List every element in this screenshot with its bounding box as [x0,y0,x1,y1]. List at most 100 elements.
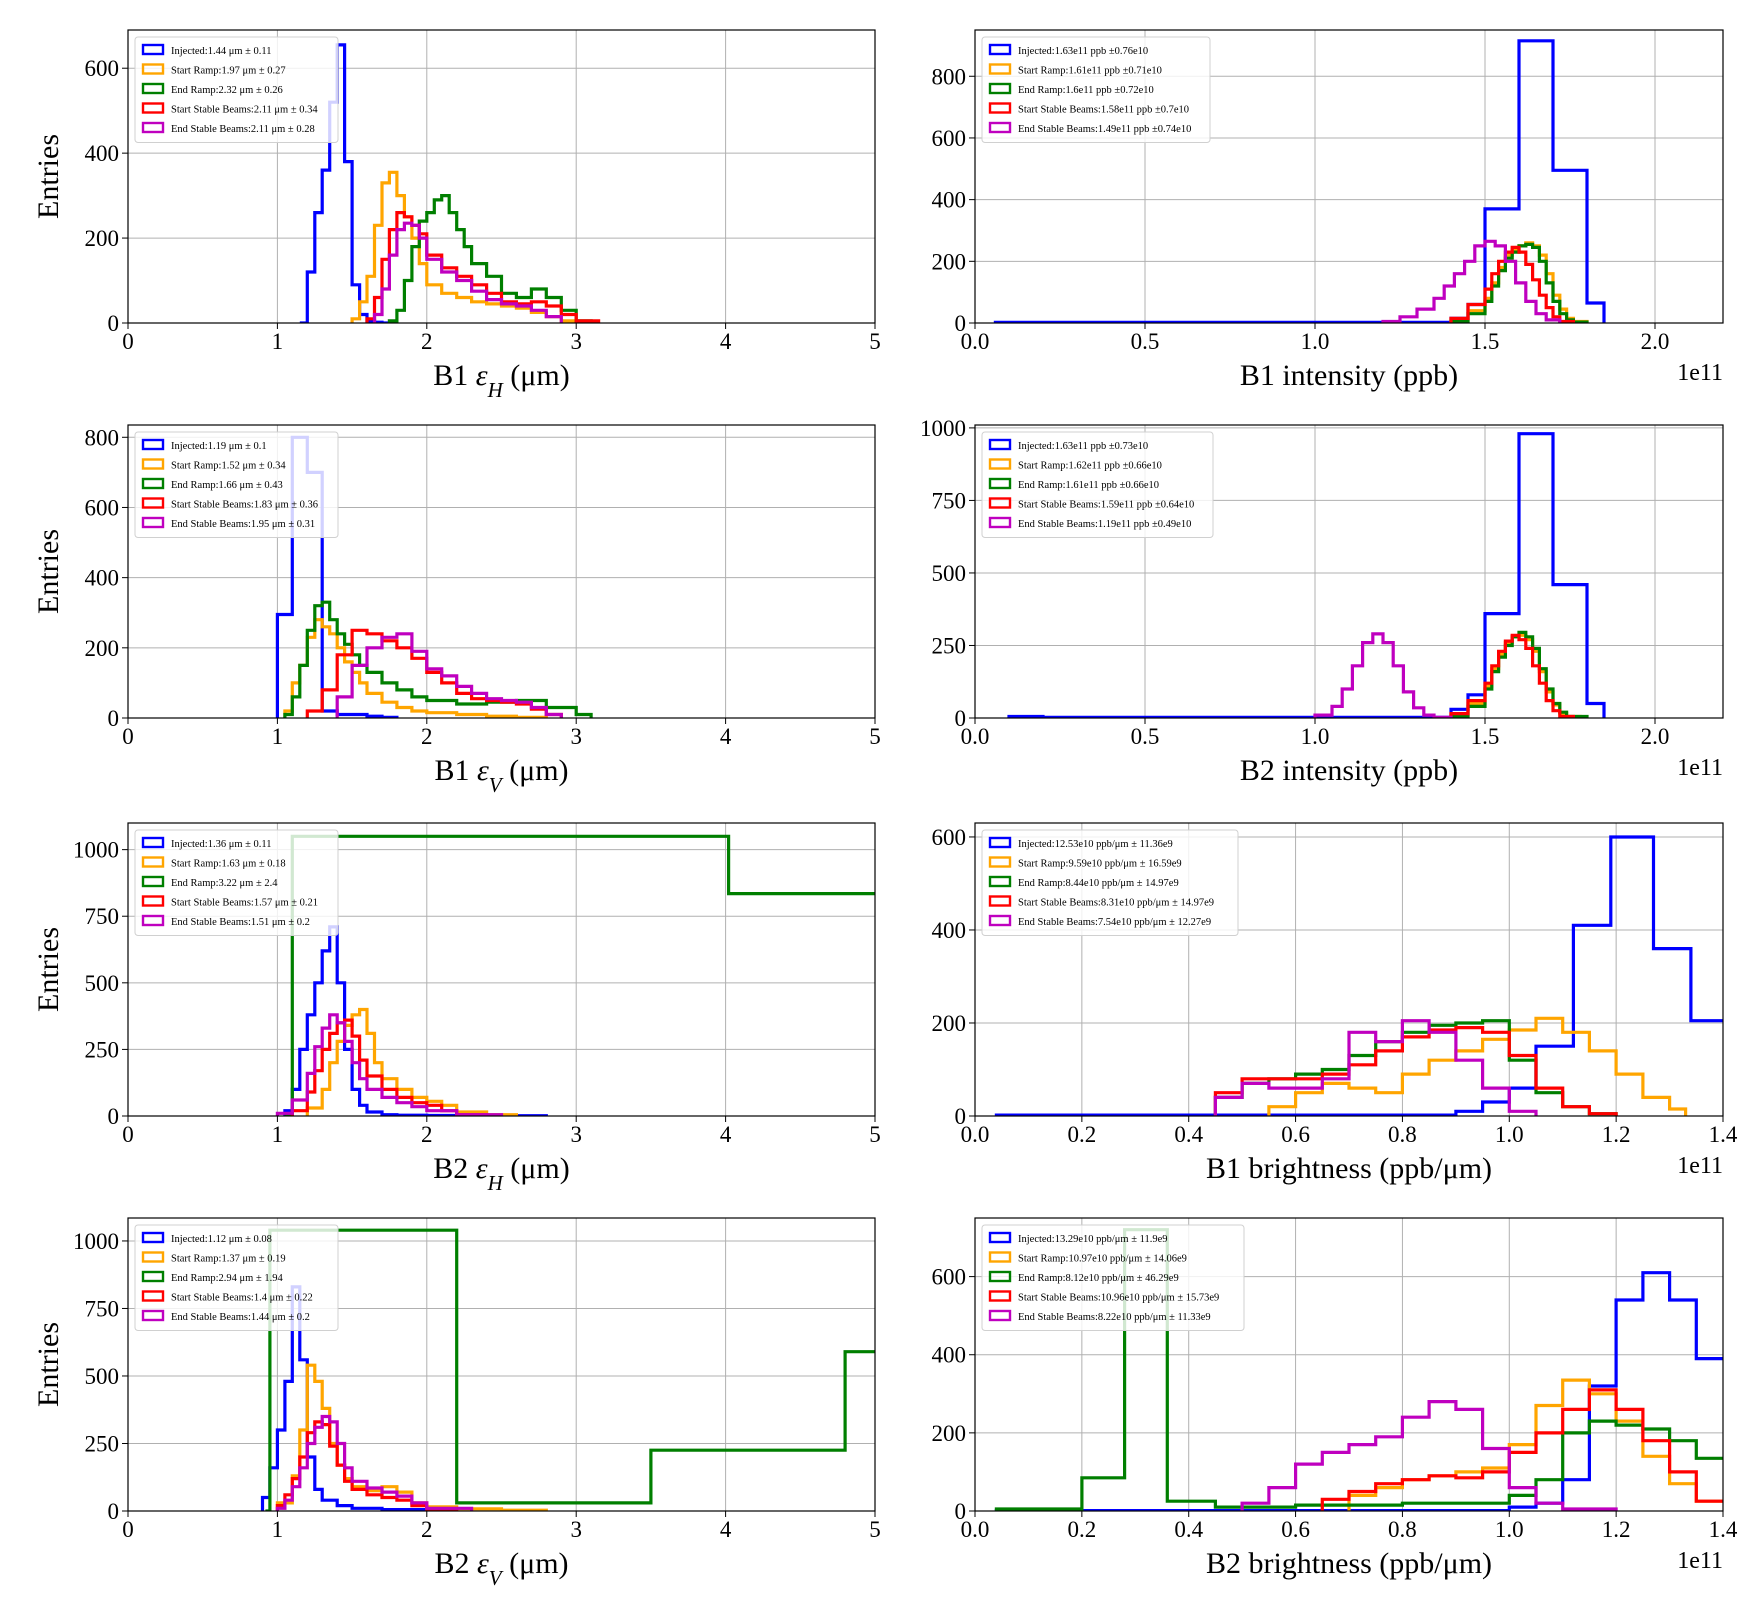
x-axis-label: B2 εV (μm) [434,1547,568,1590]
legend-swatch [988,1270,1012,1283]
x-tick-label: 2.0 [1641,724,1670,749]
y-tick-label: 200 [85,636,120,661]
legend-entry: Start Ramp:10.97e10 ppb/μm ± 14.06e9 [1018,1254,1187,1265]
x-tick-label: 0.0 [961,1517,990,1542]
legend-entry: Start Ramp:1.52 μm ± 0.34 [171,461,286,472]
y-tick-label: 1000 [73,838,119,863]
legend-swatch [141,82,165,95]
y-axis-label: Entries [32,529,65,614]
x-tick-label: 5 [869,724,881,749]
y-tick-label: 1000 [73,1229,119,1254]
x-tick-label: 3 [570,724,582,749]
legend-entry: End Stable Beams:1.19e11 ppb ±0.49e10 [1018,519,1191,530]
legend-swatch [988,1290,1012,1302]
y-tick-label: 500 [932,561,967,586]
legend-swatch [141,458,165,470]
legend-entry: End Stable Beams:1.51 μm ± 0.2 [171,917,310,928]
x-tick-label: 1.2 [1602,1517,1631,1542]
x-tick-label: 0.5 [1131,329,1160,354]
legend-swatch [988,895,1012,907]
legend-swatch [988,102,1012,114]
series-injected [283,925,548,1116]
chart-panel-b1-eh: 0 1 2 3 4 5 0 200 400 600 B1 εH (μm) Entries Injecte… [32,29,881,402]
x-axis-label: B2 εH (μm) [433,1152,569,1195]
series-injected [1007,432,1606,718]
x-offset-text: 1e11 [1677,755,1723,781]
legend-entry: Injected:1.12 μm ± 0.08 [171,1234,272,1245]
y-tick-label: 0 [108,1499,120,1524]
series-start-ramp [305,1007,518,1116]
legend-box [134,829,339,936]
x-tick-label: 0.0 [961,724,990,749]
x-tick-label: 3 [570,1122,582,1147]
legend-entry: Start Stable Beams:8.31e10 ppb/μm ± 14.9… [1018,898,1214,909]
legend-entry: Injected:1.36 μm ± 0.11 [171,839,272,850]
legend-box [134,431,339,538]
y-tick-label: 400 [932,918,967,943]
legend-box [981,431,1214,538]
legend-entry: Start Stable Beams:2.11 μm ± 0.34 [171,105,318,116]
y-tick-label: 0 [955,1104,967,1129]
y-tick-label: 0 [108,1104,120,1129]
legend-entry: End Ramp:2.32 μm ± 0.26 [171,85,283,96]
legend-swatch [988,516,1012,529]
legend-entry: Injected:1.63e11 ppb ±0.76e10 [1018,46,1148,57]
y-tick-label: 400 [932,1343,967,1368]
x-tick-label: 3 [570,329,582,354]
series-start-stable-beams [1320,1388,1723,1511]
y-tick-label: 200 [932,1011,967,1036]
legend-entry: End Ramp:8.12e10 ppb/μm ± 46.29e9 [1018,1273,1179,1284]
x-tick-label: 1 [272,329,284,354]
x-tick-label: 5 [869,1122,881,1147]
legend-entry: End Stable Beams:1.44 μm ± 0.2 [171,1312,310,1323]
x-tick-label: 0.6 [1281,1517,1310,1542]
x-tick-label: 0 [122,329,134,354]
series-start-stable-beams [305,628,563,718]
legend-swatch [141,875,165,888]
legend: Injected:1.36 μm ± 0.11 Start Ramp:1.63 μ… [134,829,339,936]
series-end-stable-beams [1213,1019,1538,1116]
x-tick-label: 0.5 [1131,724,1160,749]
legend: Injected:1.63e11 ppb ±0.76e10 Start Ramp:… [981,36,1211,143]
x-tick-label: 2.0 [1641,329,1670,354]
x-offset-text: 1e11 [1677,360,1723,386]
legend-entry: End Ramp:8.44e10 ppb/μm ± 14.97e9 [1018,878,1179,889]
series-end-stable-beams [335,632,563,718]
series-start-ramp [1267,1016,1688,1116]
legend-entry: Injected:1.44 μm ± 0.11 [171,46,272,57]
legend-entry: End Stable Beams:7.54e10 ppb/μm ± 12.27e… [1018,917,1211,928]
legend-swatch [141,102,165,114]
y-tick-label: 0 [955,311,967,336]
y-tick-label: 750 [932,488,967,513]
x-tick-label: 2 [421,724,433,749]
x-tick-label: 2 [421,1122,433,1147]
legend-entry: End Stable Beams:1.49e11 ppb ±0.74e10 [1018,124,1191,135]
legend-swatch [988,43,1012,56]
x-tick-label: 0.8 [1388,1122,1417,1147]
legend-box [981,1224,1245,1331]
legend-swatch [141,1270,165,1283]
x-tick-label: 0.0 [961,1122,990,1147]
y-axis-label: Entries [32,134,65,219]
y-tick-label: 200 [85,226,120,251]
x-tick-label: 1.5 [1471,329,1500,354]
series-end-stable-beams [1381,239,1562,323]
y-tick-label: 600 [932,126,967,151]
plot-frame [974,1217,1724,1512]
y-tick-label: 250 [85,1431,120,1456]
legend-entry: End Stable Beams:2.11 μm ± 0.28 [171,124,315,135]
x-tick-label: 0 [122,1517,134,1542]
x-tick-label: 3 [570,1517,582,1542]
legend-swatch [141,914,165,927]
x-axis-label: B2 intensity (ppb) [1240,754,1458,787]
legend-entry: End Stable Beams:8.22e10 ppb/μm ± 11.33e… [1018,1312,1211,1323]
x-axis-label: B1 εH (μm) [433,359,569,402]
legend-entry: End Ramp:3.22 μm ± 2.4 [171,878,278,889]
legend-entry: Start Stable Beams:1.57 μm ± 0.21 [171,898,318,909]
legend-entry: End Stable Beams:1.95 μm ± 0.31 [171,519,315,530]
legend-swatch [988,497,1012,509]
legend-entry: Start Ramp:1.61e11 ppb ±0.71e10 [1018,66,1162,77]
legend-entry: Start Stable Beams:1.59e11 ppb ±0.64e10 [1018,500,1194,511]
legend-entry: Injected:13.29e10 ppb/μm ± 11.9e9 [1018,1234,1168,1245]
legend-swatch [141,477,165,490]
